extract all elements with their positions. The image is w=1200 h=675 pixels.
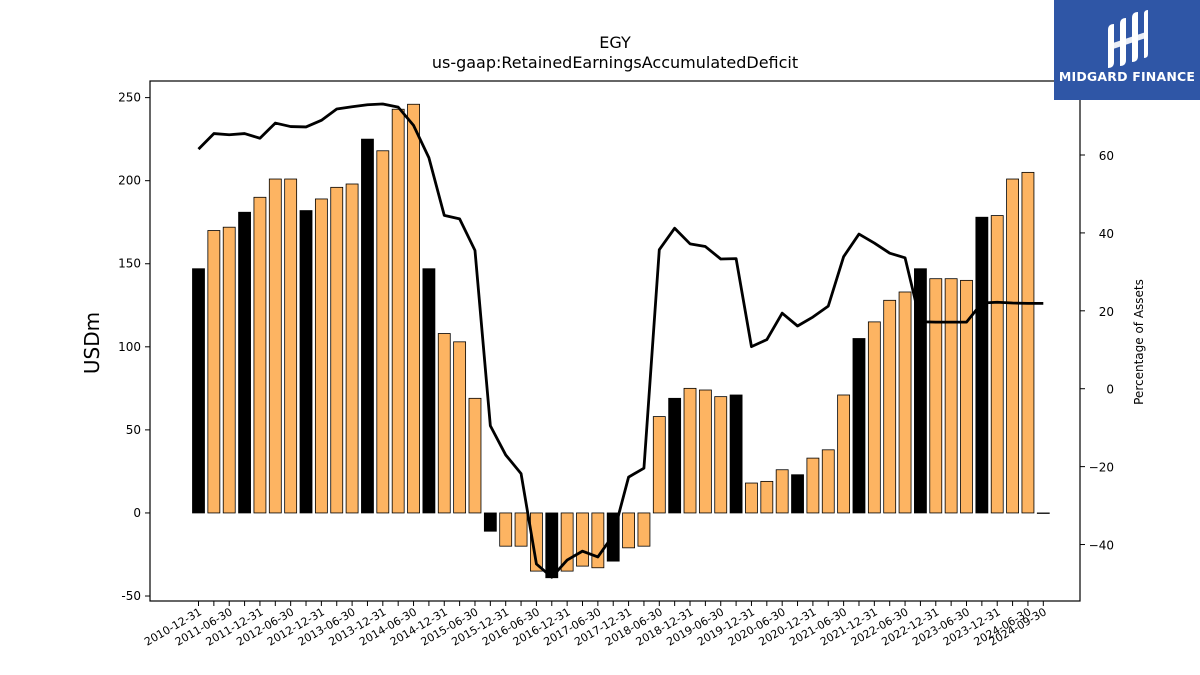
- bar-2019-06-30: [714, 396, 728, 514]
- y-tick-label: 0: [133, 506, 141, 520]
- bar-2015-12-31: [499, 512, 513, 547]
- bar-2012-09-30: [299, 210, 313, 514]
- bar-2015-06-30: [468, 397, 482, 514]
- bar-2015-03-31: [453, 341, 467, 514]
- bar-2016-03-31: [514, 512, 528, 547]
- bar-2019-03-31: [698, 389, 712, 514]
- bar-2020-12-31: [806, 457, 820, 514]
- bar-2022-06-30: [898, 291, 912, 514]
- bar-2021-12-31: [867, 321, 881, 514]
- bar-2017-12-31: [622, 512, 635, 549]
- bar-2016-09-30: [545, 512, 559, 579]
- bar-2022-09-30: [914, 268, 927, 514]
- y2-tick-label: 20: [1099, 305, 1114, 319]
- bar-2015-09-30: [483, 512, 497, 532]
- bar-2011-06-30: [222, 226, 236, 514]
- bar-2011-12-31: [253, 196, 267, 514]
- bar-2014-06-30: [407, 103, 420, 514]
- bars-layer: [192, 103, 1050, 579]
- y-tick-label: 100: [118, 340, 141, 354]
- bar-2019-12-31: [745, 482, 758, 514]
- y2-tick-label: 0: [1106, 383, 1114, 397]
- pct-assets-line: [197, 102, 1044, 579]
- bar-2014-09-30: [422, 268, 436, 514]
- y-tick-label: 200: [118, 174, 141, 188]
- y2-axis-label: Percentage of Assets: [1132, 279, 1146, 405]
- bar-2020-03-31: [760, 480, 774, 514]
- logo-text: MIDGARD FINANCE: [1058, 69, 1196, 84]
- bar-2011-09-30: [238, 211, 251, 514]
- bar-2012-03-31: [268, 178, 282, 514]
- bar-2021-09-30: [852, 338, 866, 514]
- bar-2022-12-31: [929, 278, 943, 514]
- bar-2017-03-31: [576, 512, 589, 567]
- logo-mark-icon: [1108, 10, 1148, 68]
- bar-2024-03-31: [1006, 178, 1019, 514]
- bar-2016-12-31: [560, 512, 574, 572]
- bar-2023-12-31: [990, 215, 1004, 514]
- chart-title: EGY: [599, 33, 631, 52]
- bar-2018-06-30: [652, 416, 666, 514]
- bar-2019-09-30: [729, 394, 743, 514]
- bar-2018-03-31: [637, 512, 651, 547]
- bar-2023-06-30: [960, 279, 973, 514]
- bar-2024-06-30: [1021, 171, 1035, 514]
- chart-subtitle: us-gaap:RetainedEarningsAccumulatedDefic…: [432, 53, 798, 72]
- bar-2013-06-30: [345, 183, 359, 514]
- brand-logo: MIDGARD FINANCE: [1054, 0, 1200, 100]
- bar-2013-03-31: [330, 186, 344, 514]
- bar-2014-12-31: [437, 333, 451, 514]
- y-tick-label: 50: [126, 423, 141, 437]
- y-tick-label: -50: [121, 589, 141, 603]
- bar-2020-06-30: [775, 469, 789, 514]
- bar-2010-12-31: [192, 268, 205, 514]
- plot-frame: [149, 80, 1081, 602]
- bar-2022-03-31: [883, 299, 897, 514]
- bar-2021-06-30: [837, 394, 851, 514]
- bar-2011-03-31: [207, 230, 221, 514]
- bar-2021-03-31: [821, 449, 835, 514]
- bar-2013-12-31: [376, 150, 390, 514]
- bar-2013-09-30: [361, 138, 374, 514]
- bar-2017-06-30: [591, 512, 605, 569]
- bar-2020-09-30: [791, 474, 804, 514]
- bar-2023-09-30: [975, 216, 989, 514]
- bar-2018-09-30: [668, 397, 682, 514]
- bar-2012-06-30: [284, 178, 298, 514]
- bar-2023-03-31: [944, 278, 958, 514]
- y2-tick-label: 60: [1099, 149, 1114, 163]
- y2-tick-label: −40: [1089, 539, 1114, 553]
- bar-2012-12-31: [314, 198, 328, 514]
- y-axis-label: USDm: [80, 312, 104, 374]
- bar-2016-06-30: [530, 512, 543, 572]
- y-tick-label: 150: [118, 257, 141, 271]
- bar-2024-09-30: [1036, 512, 1050, 514]
- bar-2018-12-31: [683, 387, 697, 514]
- y2-tick-label: 40: [1099, 227, 1114, 241]
- line-layer: [197, 102, 1044, 579]
- y-tick-label: 250: [118, 91, 141, 105]
- bar-2014-03-31: [391, 108, 405, 514]
- y2-tick-label: −20: [1089, 461, 1114, 475]
